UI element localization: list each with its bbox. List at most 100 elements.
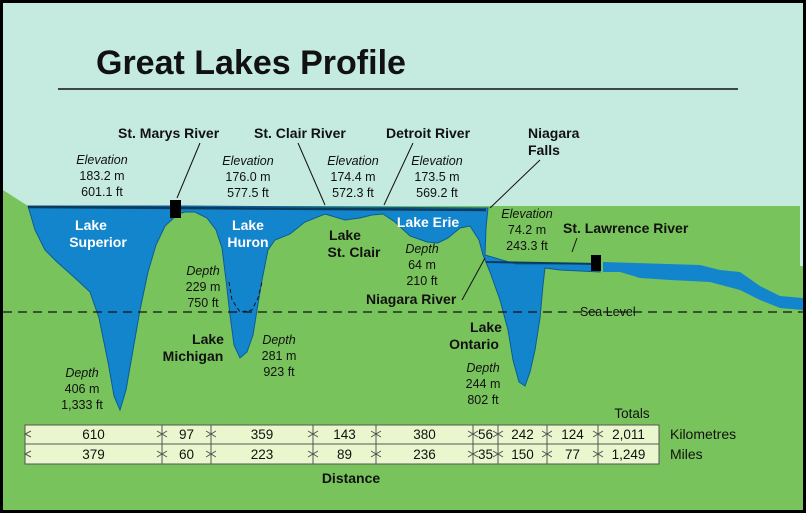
distance-arrow-tick — [370, 450, 382, 458]
lake-name-huron-2: Huron — [227, 234, 268, 250]
elevation-heading: Elevation — [411, 154, 462, 168]
km-cell: 56 — [478, 427, 493, 442]
distance-arrow-tick — [307, 430, 319, 438]
miles-cell: 150 — [511, 447, 534, 462]
leader-st-lawrence — [571, 237, 578, 253]
distance-arrow-tick — [205, 450, 217, 458]
miles-cell: 379 — [82, 447, 105, 462]
ontario-surface-line — [485, 261, 601, 265]
elevation-label-st-clair: Elevation 174.4 m 572.3 ft — [327, 154, 378, 200]
elevation-heading: Elevation — [501, 207, 552, 221]
leader-detroit — [383, 142, 414, 206]
depth-metres: 244 m — [466, 377, 501, 391]
lake-name-st-clair-1: Lake — [329, 227, 361, 243]
elevation-metres: 74.2 m — [508, 223, 546, 237]
lake-name-erie: Lake Erie — [397, 214, 459, 230]
elevation-feet: 243.3 ft — [506, 239, 548, 253]
distance-caption: Distance — [322, 470, 381, 486]
elevation-heading: Elevation — [327, 154, 378, 168]
distance-arrow-tick — [370, 430, 382, 438]
depth-metres: 64 m — [408, 258, 436, 272]
elevation-metres: 183.2 m — [79, 169, 124, 183]
km-cell: 124 — [561, 427, 584, 442]
distance-arrow-tick — [541, 430, 553, 438]
km-cell: 2,011 — [612, 427, 645, 442]
distance-arrow-tick — [467, 430, 479, 438]
lake-name-ontario-2: Ontario — [449, 336, 499, 352]
elevation-metres: 176.0 m — [225, 170, 270, 184]
elevation-metres: 173.5 m — [414, 170, 459, 184]
river-label-niagara: Niagara River — [366, 291, 457, 307]
lake-name-michigan-1: Lake — [192, 331, 224, 347]
depth-heading: Depth — [186, 264, 219, 278]
sea-level-label: Sea Level — [580, 305, 636, 319]
elevation-heading: Elevation — [222, 154, 273, 168]
elevation-label-ontario: Elevation 74.2 m 243.3 ft — [501, 207, 552, 253]
distance-table: 610 379 97 60 359 223 143 89 380 236 56 35 242 150 124… — [23, 406, 736, 486]
depth-label-michigan: Depth 281 m 923 ft — [262, 333, 297, 379]
depth-heading: Depth — [65, 366, 98, 380]
st-marys-lock-marker — [170, 200, 181, 218]
distance-arrow-tick — [156, 430, 168, 438]
row-label-miles: Miles — [670, 446, 703, 462]
distance-arrow-tick — [492, 450, 504, 458]
depth-label-ontario: Depth 244 m 802 ft — [466, 361, 501, 407]
distance-arrow-tick — [23, 450, 32, 458]
depth-feet: 210 ft — [406, 274, 438, 288]
leader-niagara-falls — [489, 159, 541, 209]
km-cell: 97 — [179, 427, 194, 442]
depth-label-erie: Depth 64 m 210 ft — [405, 242, 438, 288]
km-cell: 610 — [82, 427, 105, 442]
lake-name-st-clair-2: St. Clair — [328, 244, 381, 260]
distance-arrow-tick — [23, 430, 32, 438]
miles-cell: 236 — [413, 447, 436, 462]
distance-arrow-tick — [156, 450, 168, 458]
elevation-metres: 174.4 m — [330, 170, 375, 184]
river-label-niagara-falls-2: Falls — [528, 142, 560, 158]
miles-cell: 223 — [251, 447, 274, 462]
depth-label-superior: Depth 406 m 1,333 ft — [61, 366, 103, 412]
distance-arrow-tick — [467, 450, 479, 458]
elevation-feet: 569.2 ft — [416, 186, 458, 200]
distance-table-columns: 610 379 97 60 359 223 143 89 380 236 56 35 242 150 124… — [23, 425, 646, 464]
km-cell: 143 — [333, 427, 356, 442]
elevation-heading: Elevation — [76, 153, 127, 167]
elevation-label-erie: Elevation 173.5 m 569.2 ft — [411, 154, 462, 200]
distance-arrow-tick — [592, 430, 604, 438]
leader-st-marys — [176, 142, 201, 199]
river-label-st-lawrence: St. Lawrence River — [563, 220, 689, 236]
leader-st-clair — [297, 142, 326, 206]
lake-name-huron-1: Lake — [232, 217, 264, 233]
depth-heading: Depth — [405, 242, 438, 256]
distance-arrow-tick — [541, 450, 553, 458]
miles-cell: 35 — [478, 447, 493, 462]
elevation-feet: 572.3 ft — [332, 186, 374, 200]
river-label-niagara-falls-1: Niagara — [528, 125, 580, 141]
lake-name-superior-1: Lake — [75, 217, 107, 233]
distance-arrow-tick — [307, 450, 319, 458]
km-cell: 380 — [413, 427, 436, 442]
depth-metres: 406 m — [65, 382, 100, 396]
river-label-st-clair: St. Clair River — [254, 125, 346, 141]
st-lawrence-dam-marker — [591, 255, 601, 271]
km-cell: 359 — [251, 427, 274, 442]
depth-metres: 281 m — [262, 349, 297, 363]
river-label-st-marys: St. Marys River — [118, 125, 220, 141]
miles-cell: 1,249 — [612, 447, 646, 462]
depth-feet: 802 ft — [467, 393, 499, 407]
lake-name-ontario-1: Lake — [470, 319, 502, 335]
elevation-feet: 577.5 ft — [227, 186, 269, 200]
water-surface-line — [27, 205, 487, 212]
lake-name-michigan-2: Michigan — [163, 348, 224, 364]
depth-feet: 1,333 ft — [61, 398, 103, 412]
elevation-label-superior: Elevation 183.2 m 601.1 ft — [76, 153, 127, 199]
elevation-feet: 601.1 ft — [81, 185, 123, 199]
row-label-kilometres: Kilometres — [670, 426, 736, 442]
depth-feet: 923 ft — [263, 365, 295, 379]
depth-metres: 229 m — [186, 280, 221, 294]
page-title: Great Lakes Profile — [96, 44, 406, 82]
depth-label-huron: Depth 229 m 750 ft — [186, 264, 221, 310]
leader-niagara-river — [461, 257, 486, 301]
river-label-detroit: Detroit River — [386, 125, 471, 141]
